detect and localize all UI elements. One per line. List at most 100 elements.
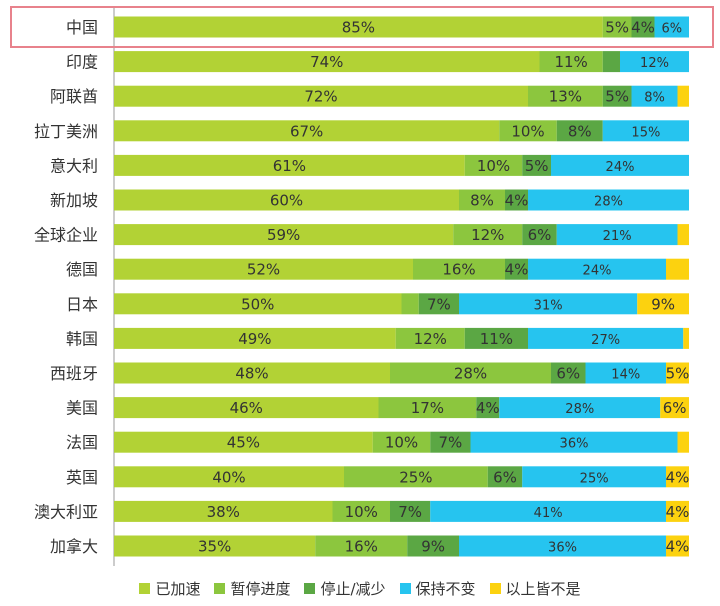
- category-label: 全球企业: [34, 226, 98, 245]
- data-label: 74%: [310, 53, 343, 71]
- bar-segment: [114, 431, 373, 453]
- data-label: 59%: [267, 226, 300, 244]
- legend-item: 停止/减少: [304, 578, 386, 599]
- bar-segment: [114, 51, 540, 73]
- bar-segment: [407, 535, 459, 557]
- bar-segment: [401, 293, 419, 315]
- data-label: 16%: [442, 261, 475, 279]
- category-label: 西班牙: [50, 364, 98, 383]
- legend-label: 停止/减少: [320, 580, 386, 598]
- data-label: 6%: [556, 365, 580, 383]
- data-label: 12%: [640, 56, 669, 71]
- bar-segment: [666, 466, 689, 488]
- data-label: 12%: [471, 226, 504, 244]
- bar-segment: [453, 224, 523, 246]
- category-label: 印度: [66, 53, 98, 72]
- data-label: 4%: [666, 468, 690, 486]
- bar-segment: [114, 397, 379, 419]
- bar-segment: [666, 500, 689, 522]
- data-label: 21%: [603, 229, 632, 244]
- bar-segment: [332, 500, 390, 522]
- data-label: 28%: [565, 402, 594, 417]
- bar-segment: [390, 362, 551, 384]
- bar-segment: [666, 535, 689, 557]
- bar-segment: [390, 500, 431, 522]
- data-label: 45%: [227, 434, 260, 452]
- category-label: 澳大利亚: [34, 502, 98, 521]
- bar-segment: [459, 189, 505, 211]
- category-label: 意大利: [50, 156, 98, 175]
- data-label: 35%: [198, 538, 231, 556]
- bar-segment: [602, 16, 632, 38]
- category-label: 拉丁美洲: [34, 122, 98, 141]
- data-label: 10%: [477, 157, 510, 175]
- bar-segment: [378, 397, 477, 419]
- data-label: 4%: [666, 503, 690, 521]
- bar-segment: [683, 327, 689, 349]
- bar-segment: [464, 327, 528, 349]
- category-label: 德国: [66, 260, 98, 279]
- bar-segment: [114, 258, 413, 280]
- data-label: 5%: [666, 365, 690, 383]
- data-label: 72%: [304, 88, 337, 106]
- bar-segment: [654, 16, 689, 38]
- category-label: 中国: [66, 18, 98, 37]
- data-label: 8%: [568, 122, 592, 140]
- data-label: 12%: [414, 330, 447, 348]
- data-label: 5%: [605, 19, 629, 37]
- data-label: 6%: [493, 468, 517, 486]
- bar-segment: [418, 293, 459, 315]
- bar-segment: [459, 293, 638, 315]
- bar-segment: [666, 258, 689, 280]
- bar-segment: [372, 431, 431, 453]
- data-label: 60%: [270, 192, 303, 210]
- data-label: 50%: [241, 295, 274, 313]
- bar-segment: [551, 154, 689, 176]
- bar-segment: [620, 51, 689, 73]
- legend-swatch: [139, 583, 151, 594]
- data-label: 6%: [528, 226, 552, 244]
- category-label: 韩国: [66, 329, 98, 348]
- data-label: 24%: [583, 264, 612, 279]
- bar-segment: [556, 224, 678, 246]
- data-label: 4%: [666, 538, 690, 556]
- bar-segment: [395, 327, 465, 349]
- data-label: 9%: [651, 295, 675, 313]
- data-label: 41%: [534, 506, 563, 521]
- data-label: 11%: [554, 53, 587, 71]
- bar-segment: [315, 535, 408, 557]
- legend-swatch: [399, 583, 411, 594]
- bar-segment: [539, 51, 603, 73]
- legend-item: 以上皆不是: [489, 578, 581, 599]
- category-label: 法国: [66, 433, 98, 452]
- bar-segment: [114, 327, 396, 349]
- bar-segment: [528, 189, 689, 211]
- category-label: 加拿大: [50, 537, 98, 556]
- bar-segment: [114, 154, 465, 176]
- data-label: 4%: [631, 19, 655, 37]
- bar-segment: [602, 85, 632, 107]
- data-label: 46%: [230, 399, 263, 417]
- bar-segment: [677, 431, 689, 453]
- bar-segment: [114, 466, 344, 488]
- bar-segment: [114, 85, 528, 107]
- bar-segment: [499, 397, 661, 419]
- bar-segment: [114, 189, 459, 211]
- category-label: 英国: [66, 468, 98, 487]
- legend-label: 暂停进度: [230, 580, 291, 598]
- bar-segment: [499, 120, 557, 142]
- data-label: 10%: [345, 503, 378, 521]
- bar-segment: [602, 51, 620, 73]
- bar-segment: [522, 466, 666, 488]
- category-label: 日本: [66, 295, 98, 314]
- bar-segment: [114, 224, 454, 246]
- data-label: 16%: [345, 538, 378, 556]
- data-label: 17%: [411, 399, 444, 417]
- data-label: 4%: [476, 399, 500, 417]
- bar-segment: [522, 224, 557, 246]
- data-label: 36%: [560, 437, 589, 452]
- legend-item: 已加速: [139, 578, 200, 599]
- bar-segment: [505, 189, 528, 211]
- data-label: 40%: [212, 468, 245, 486]
- data-label: 48%: [235, 365, 268, 383]
